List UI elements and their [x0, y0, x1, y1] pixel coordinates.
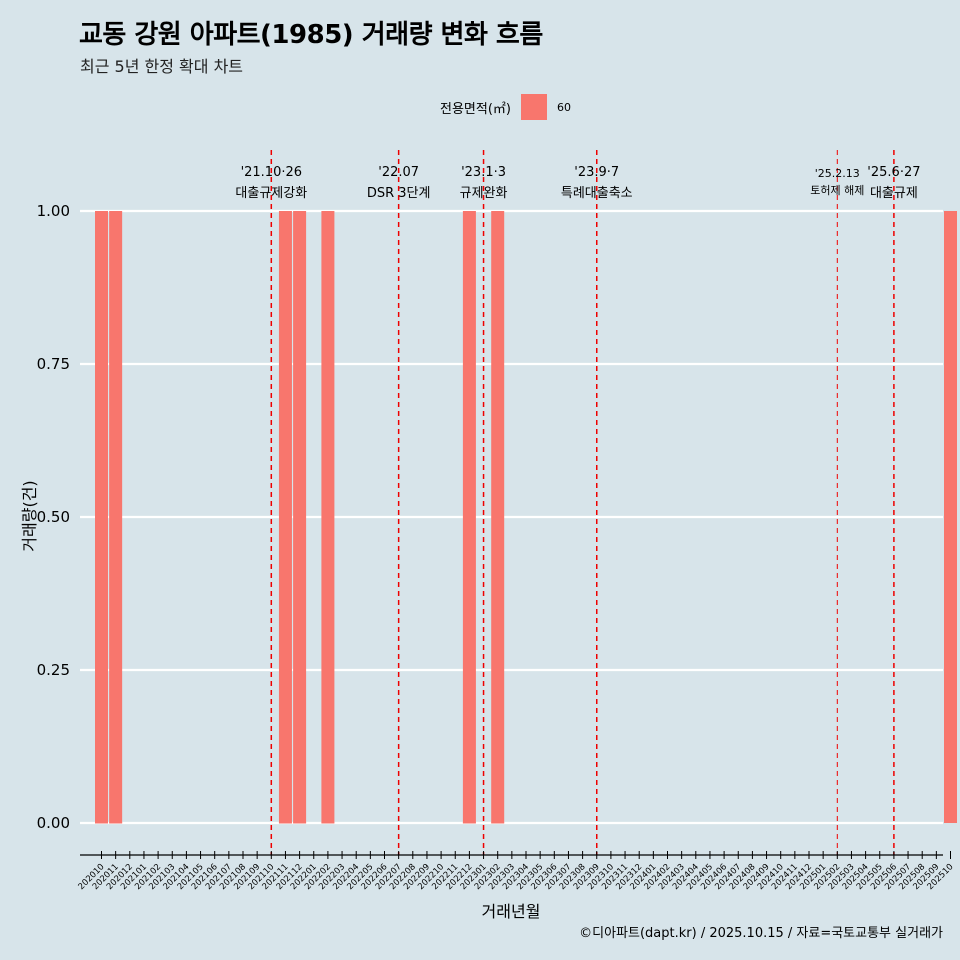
x-axis: 2020102020112020122021012021022021032021…: [77, 851, 956, 892]
bar-zero-202112: [293, 822, 307, 824]
event-date-202301: '23.1·3: [461, 165, 506, 180]
legend-swatch: [520, 94, 547, 120]
event-label-202309: 특례대출축소: [561, 186, 633, 201]
y-tick-label: 0.25: [37, 661, 70, 679]
bar-202011: [109, 211, 123, 823]
y-axis-label: 거래량(건): [20, 480, 39, 552]
bar-zero-202302: [491, 822, 505, 824]
y-tick-label: 0.75: [37, 355, 70, 373]
bars: [95, 211, 957, 824]
event-markers: '21.10·26 대출규제강화 '22.07 DSR 3단계 '23.1·3 규제완화 '…: [235, 150, 921, 855]
event-date-202502: '25.2.13: [815, 167, 860, 180]
event-date-202506: '25.6·27: [867, 165, 920, 180]
event-date-202207: '22.07: [378, 165, 419, 180]
bar-zero-202011: [109, 822, 123, 824]
bar-202111: [278, 211, 292, 823]
event-date-202309: '23.9·7: [574, 165, 619, 180]
y-axis-ticks: 0.00 0.25 0.50 0.75 1.00: [37, 202, 70, 832]
bar-zero-202010: [95, 822, 108, 824]
bar-202010: [95, 211, 108, 823]
x-axis-label: 거래년월: [481, 902, 541, 921]
event-label-202207: DSR 3단계: [367, 186, 431, 201]
y-tick-label: 0.00: [37, 814, 70, 832]
legend-label: 60: [556, 100, 571, 114]
bar-zero-202212: [462, 822, 476, 824]
y-tick-label: 1.00: [37, 202, 70, 220]
bar-zero-202111: [278, 822, 292, 824]
legend: 전용면적(㎡) 60: [440, 93, 571, 121]
legend-title: 전용면적(㎡): [440, 101, 511, 117]
bar-zero-202202: [321, 822, 335, 824]
chart-title: 교동 강원 아파트(1985) 거래량 변화 흐름: [79, 20, 543, 50]
event-label-202506: 대출규제: [870, 186, 918, 201]
grid-lines: [80, 209, 943, 825]
event-label-202110: 대출규제강화: [235, 186, 307, 201]
chart-subtitle: 최근 5년 한정 확대 차트: [80, 57, 244, 76]
bar-202202: [321, 211, 335, 823]
bar-202510: [944, 211, 957, 823]
event-label-202502: 토허제 해제: [810, 183, 864, 197]
bar-202112: [293, 211, 307, 823]
bar-202212: [462, 211, 476, 823]
event-date-202110: '21.10·26: [241, 165, 302, 180]
bar-202302: [491, 211, 505, 823]
event-label-202301: 규제완화: [460, 186, 508, 201]
source-caption: ©디아파트(dapt.kr) / 2025.10.15 / 자료=국토교통부 실…: [579, 926, 943, 941]
y-tick-label: 0.50: [37, 508, 70, 526]
